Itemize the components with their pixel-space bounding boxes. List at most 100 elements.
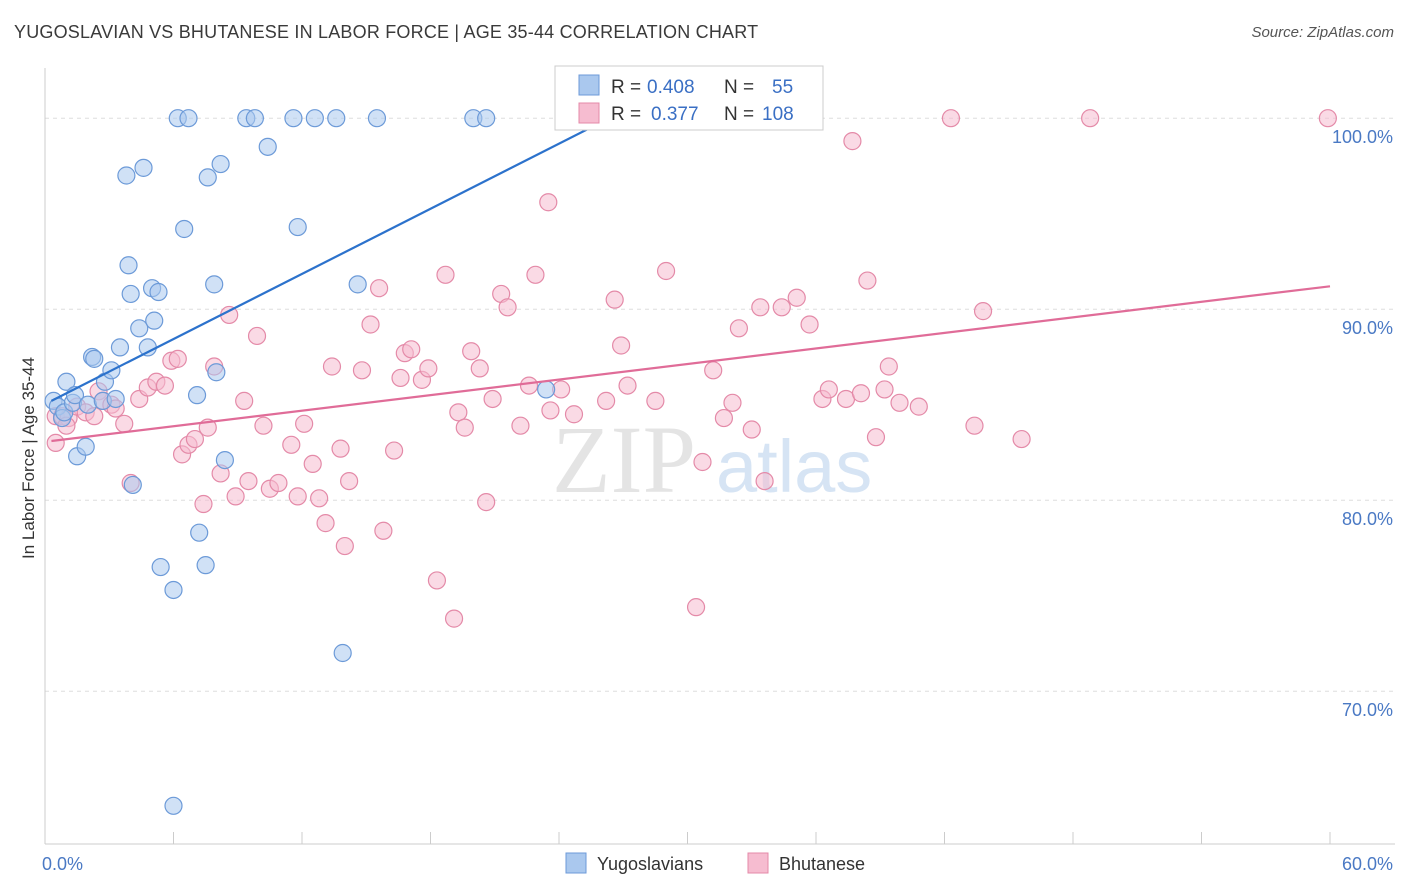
legend-r-value-2: 0.377 bbox=[651, 104, 699, 125]
bhutanese-point-20 bbox=[185, 429, 205, 449]
bhutanese-point-74 bbox=[618, 376, 637, 395]
bottom-swatch-bhutanese bbox=[747, 852, 769, 874]
bottom-legend-bhutanese: Bhutanese bbox=[779, 854, 865, 874]
bhutanese-point-80 bbox=[714, 408, 734, 428]
x-tick-label-left: 0.0% bbox=[42, 854, 83, 874]
bhutanese-point-67 bbox=[539, 193, 558, 212]
bhutanese-point-38 bbox=[316, 514, 335, 533]
legend-swatch-yugoslavians bbox=[578, 74, 600, 96]
bhutanese-point-45 bbox=[370, 279, 389, 298]
legend-n-label-2: N = bbox=[724, 104, 754, 125]
bhutanese-point-44 bbox=[361, 315, 380, 334]
legend-r-value-1: 0.408 bbox=[647, 77, 695, 98]
y-axis-label: In Labor Force | Age 35-44 bbox=[19, 357, 38, 559]
bhutanese-point-105 bbox=[1318, 109, 1337, 128]
bhutanese-point-15 bbox=[155, 376, 175, 395]
bhutanese-point-101 bbox=[965, 416, 984, 435]
yugoslavians-point-27 bbox=[151, 557, 170, 577]
bhutanese-point-27 bbox=[235, 391, 254, 410]
yugoslavians-point-43 bbox=[258, 137, 277, 156]
bhutanese-point-21 bbox=[194, 494, 213, 514]
yugoslavians-point-39 bbox=[211, 154, 230, 174]
bhutanese-point-46 bbox=[374, 521, 393, 540]
legend-r-label-2: R = bbox=[611, 104, 641, 125]
y-tick-label-3: 70.0% bbox=[1342, 700, 1393, 720]
yugoslavians-point-16 bbox=[110, 338, 130, 357]
legend-r-label-1: R = bbox=[611, 77, 641, 98]
bhutanese-point-75 bbox=[646, 391, 665, 410]
yugoslavians-point-36 bbox=[198, 168, 217, 187]
yugoslavians-point-33 bbox=[187, 386, 207, 405]
yugoslavians-point-50 bbox=[367, 109, 387, 128]
bhutanese-point-39 bbox=[322, 357, 342, 376]
bhutanese-point-36 bbox=[303, 454, 322, 474]
bhutanese-point-35 bbox=[295, 414, 314, 433]
bhutanese-point-85 bbox=[755, 472, 774, 491]
series-legend: Yugoslavians Bhutanese bbox=[565, 852, 865, 874]
yugoslavians-point-9 bbox=[78, 395, 97, 414]
bhutanese-point-33 bbox=[282, 435, 301, 454]
x-tick-label-right: 60.0% bbox=[1342, 854, 1393, 874]
bhutanese-point-60 bbox=[477, 493, 496, 512]
yugoslavians-point-34 bbox=[190, 523, 209, 542]
bhutanese-point-98 bbox=[890, 393, 909, 412]
yugoslavians-point-40 bbox=[215, 450, 234, 470]
bhutanese-point-52 bbox=[419, 359, 438, 378]
bhutanese-point-37 bbox=[310, 489, 329, 508]
y-tick-label-2: 80.0% bbox=[1342, 509, 1393, 529]
bhutanese-point-55 bbox=[444, 609, 464, 628]
bhutanese-point-76 bbox=[656, 261, 676, 281]
bhutanese-point-65 bbox=[519, 376, 539, 395]
bhutanese-point-32 bbox=[269, 473, 288, 493]
bhutanese-point-68 bbox=[541, 401, 560, 420]
bhutanese-point-106 bbox=[46, 433, 65, 452]
bhutanese-point-43 bbox=[352, 361, 372, 380]
yugoslavians-point-46 bbox=[305, 109, 324, 128]
bhutanese-point-71 bbox=[597, 391, 616, 410]
bhutanese-point-100 bbox=[941, 109, 961, 128]
axes: 0.0% 60.0% bbox=[42, 68, 1395, 874]
yugoslavians-point-15 bbox=[106, 389, 125, 409]
bhutanese-point-58 bbox=[462, 342, 481, 361]
yugoslavians-point-22 bbox=[134, 158, 153, 177]
legend-n-value-1: 55 bbox=[772, 77, 793, 98]
bhutanese-point-93 bbox=[851, 384, 871, 403]
yugoslavians-point-35 bbox=[196, 556, 215, 575]
trend-lines bbox=[50, 113, 1331, 443]
yugoslavians-point-18 bbox=[119, 256, 138, 275]
yugoslavians-point-23 bbox=[138, 338, 157, 357]
bhutanese-point-79 bbox=[704, 361, 723, 380]
bhutanese-point-82 bbox=[729, 319, 749, 338]
bhutanese-point-29 bbox=[247, 326, 267, 346]
bhutanese-point-87 bbox=[787, 288, 806, 307]
yugoslavians-point-52 bbox=[477, 109, 496, 128]
watermark-zip: ZIP bbox=[552, 406, 696, 513]
yugoslavians-point-44 bbox=[284, 109, 303, 128]
yugoslavians-point-8 bbox=[76, 437, 95, 456]
yugoslavians-point-21 bbox=[130, 319, 149, 338]
yugoslavians-point-32 bbox=[179, 109, 198, 128]
gridlines: 100.0% 90.0% 80.0% 70.0% bbox=[45, 117, 1395, 720]
bhutanese-point-64 bbox=[511, 416, 530, 435]
bhutanese-trend-line bbox=[51, 285, 1331, 443]
bhutanese-point-40 bbox=[331, 439, 350, 458]
bhutanese-point-30 bbox=[254, 416, 273, 435]
yugoslavians-point-4 bbox=[57, 372, 76, 391]
bhutanese-point-97 bbox=[879, 357, 898, 376]
legend-n-value-2: 108 bbox=[762, 104, 794, 125]
bhutanese-point-17 bbox=[168, 349, 187, 368]
bottom-swatch-yugoslavians bbox=[565, 852, 587, 874]
yugoslavians-point-42 bbox=[245, 109, 264, 128]
bhutanese-point-95 bbox=[866, 428, 886, 447]
yugoslavians-point-25 bbox=[145, 311, 164, 330]
yugoslavians-point-38 bbox=[207, 363, 226, 382]
yugoslavians-point-17 bbox=[117, 166, 136, 185]
yugoslavians-point-28 bbox=[164, 580, 183, 600]
bhutanese-point-92 bbox=[843, 132, 862, 151]
yugoslavians-point-31 bbox=[175, 219, 194, 239]
yugoslavians-trend-line bbox=[50, 113, 618, 402]
bhutanese-point-84 bbox=[751, 298, 770, 317]
bhutanese-point-96 bbox=[875, 380, 894, 399]
bhutanese-point-103 bbox=[1012, 429, 1031, 449]
